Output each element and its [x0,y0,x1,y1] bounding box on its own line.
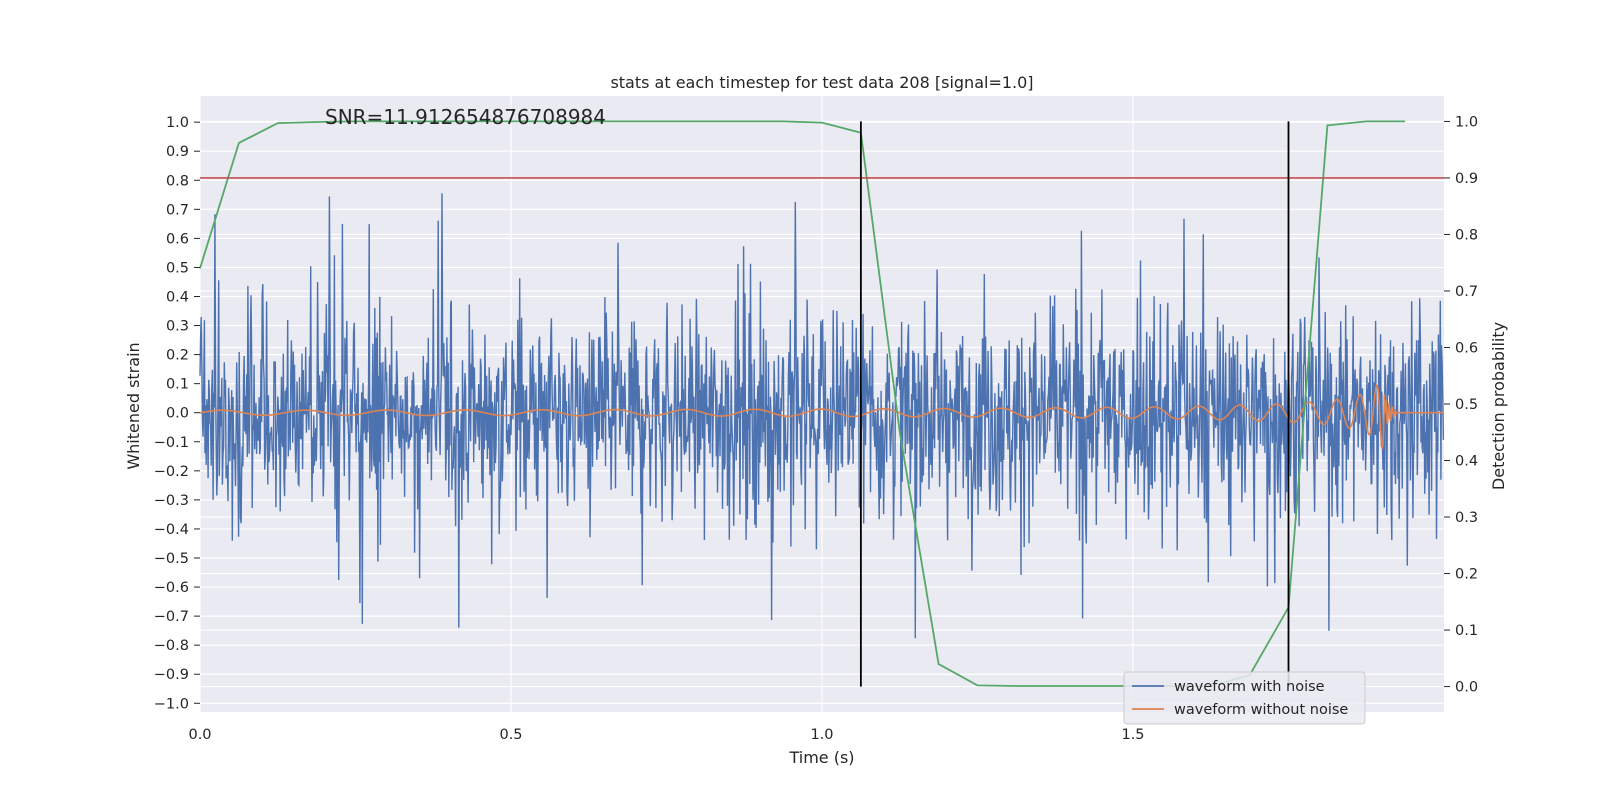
noise-line [199,193,1445,639]
y-tick-label: −0.8 [154,638,189,654]
y2-tick-label: 0.2 [1455,567,1478,583]
x-axis-ticks: 0.0 0.5 1.0 1.5 [188,727,1144,743]
series-waveform-with-noise [199,193,1445,639]
y-tick-label: 0.4 [166,289,189,305]
legend-label-noise: waveform with noise [1174,679,1325,695]
y-axis-label: Whitened strain [124,342,143,469]
y-tick-label: 0.1 [166,377,189,393]
y2-tick-label: 0.0 [1455,680,1478,696]
y2-tick-label: 0.4 [1455,454,1478,470]
y2-tick-label: 0.5 [1455,397,1478,413]
y-axis-right-ticks: 0.0 0.1 0.2 0.3 0.4 0.5 0.6 0.7 0.8 0.9 1.0 [1444,114,1478,696]
x-tick-label: 1.5 [1121,727,1144,743]
reference-lines [200,121,1444,687]
y2-tick-label: 1.0 [1455,114,1478,130]
y-tick-label: 0.0 [166,406,189,422]
y-tick-label: −1.0 [154,696,189,712]
x-tick-label: 0.5 [499,727,522,743]
y2-tick-label: 0.6 [1455,340,1478,356]
x-tick-label: 0.0 [188,727,211,743]
y-tick-label: −0.6 [154,580,189,596]
x-axis-label: Time (s) [788,748,854,767]
y-tick-label: 0.8 [166,173,189,189]
y-tick-label: −0.4 [154,522,189,538]
y2-tick-label: 0.3 [1455,510,1478,526]
x-tick-label: 1.0 [810,727,833,743]
y-tick-label: 0.7 [166,202,189,218]
y-tick-label: 0.2 [166,348,189,364]
series-waveform-without-noise [199,384,1444,449]
y-tick-label: −0.9 [154,667,189,683]
y-tick-label: 1.0 [166,115,189,131]
legend: waveform with noise waveform without noi… [1123,671,1366,725]
y-tick-label: −0.5 [154,551,189,567]
y2-tick-label: 0.8 [1455,227,1478,243]
y-tick-label: −0.1 [154,435,189,451]
y-tick-label: −0.2 [154,464,189,480]
y2-tick-label: 0.9 [1455,171,1478,187]
y2-tick-label: 0.7 [1455,284,1478,300]
y-tick-label: 0.3 [166,319,189,335]
chart-title: stats at each timestep for test data 208… [610,73,1033,92]
legend-box [1123,671,1366,725]
y-tick-label: 0.6 [166,231,189,247]
y-tick-label: 0.5 [166,260,189,276]
legend-label-clean: waveform without noise [1174,702,1348,718]
y-tick-label: −0.3 [154,493,189,509]
y2-tick-label: 0.1 [1455,623,1478,639]
clean-line [199,384,1444,449]
y-tick-label: 0.9 [166,144,189,160]
snr-annotation: SNR=11.912654876708984 [325,105,606,129]
y2-axis-label: Detection probability [1489,322,1508,490]
y-tick-label: −0.7 [154,609,189,625]
y-axis-left-ticks: −1.0 −0.9 −0.8 −0.7 −0.6 −0.5 −0.4 −0.3 −0.2 −0.1… [154,115,200,712]
